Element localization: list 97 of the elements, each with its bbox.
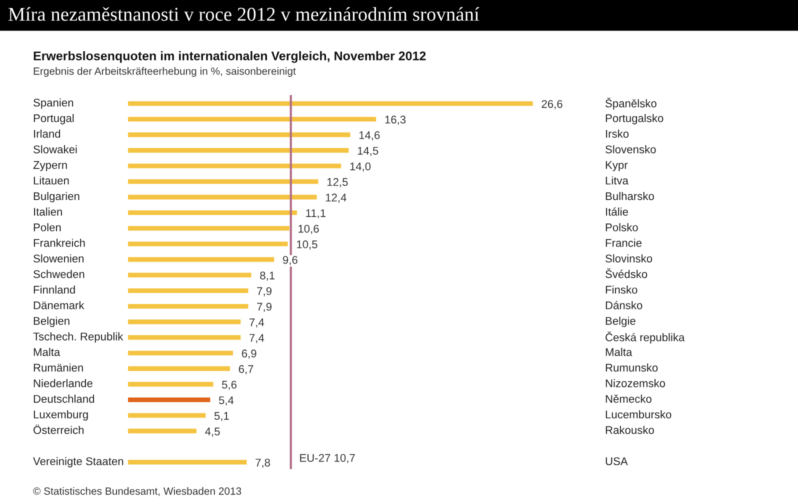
y2-tick-label: Francie — [606, 238, 642, 247]
y-tick-label: Luxemburg — [34, 410, 88, 421]
bar — [128, 335, 241, 340]
bar — [128, 179, 318, 184]
y-tick-label: Polen — [34, 223, 61, 232]
text: Ergebnis der Arbeitskräfteerhebung in %, saisonbereinigt — [34, 67, 296, 77]
bar — [128, 304, 248, 309]
y2-tick-label: Litva — [606, 176, 628, 185]
data-label: 6,7 — [238, 365, 254, 374]
ref-line-label: EU-27 10,7 — [300, 454, 355, 464]
bar — [128, 226, 290, 231]
data-label: 14,5 — [358, 146, 378, 156]
y-tick-label: Deutschland — [34, 394, 94, 403]
bar — [128, 382, 214, 387]
bar — [128, 132, 350, 138]
bar — [128, 257, 274, 262]
y2-tick-label: Malta — [606, 348, 632, 356]
y-tick-label: Rumänien — [34, 363, 83, 372]
y-tick-label: Frankreich — [34, 238, 85, 247]
y-tick-label: Tschech. Republik — [33, 332, 124, 343]
y-tick-label: Vereinigte Staaten — [33, 457, 124, 468]
y2-tick-label: Rumunsko — [606, 363, 658, 372]
chart-title: Míra nezaměstnanosti v roce 2012 v mezinárodním srovnání — [8, 7, 480, 21]
y2-tick-label: Lucembursko — [606, 410, 672, 418]
y2-tick-label: Portugalsko — [606, 114, 664, 124]
y2-tick-label: Slovensko — [606, 145, 656, 154]
y2-tick-label: Dánsko — [606, 300, 642, 310]
bar — [128, 350, 234, 356]
data-label: 11,1 — [306, 209, 326, 218]
y-tick-label: Niederlande — [34, 379, 92, 388]
y-tick-label: Österreich — [34, 424, 84, 434]
data-label: 5,4 — [218, 396, 234, 406]
y2-tick-label: Slovinsko — [606, 254, 652, 262]
text: © Statistisches Bundesamt, Wiesbaden 2013 — [33, 487, 242, 496]
data-label: 7,8 — [256, 458, 270, 468]
y2-tick-label: Německo — [606, 394, 652, 403]
data-label: 9,6 — [282, 256, 298, 266]
data-label: 14,6 — [359, 131, 380, 140]
bar — [128, 148, 349, 153]
y2-tick-label: Švédsko — [606, 268, 648, 278]
y-tick-label: Portugal — [34, 114, 74, 124]
bar — [128, 288, 248, 294]
y2-tick-label: Polsko — [606, 223, 638, 232]
y2-tick-label: Nizozemsko — [606, 379, 666, 388]
bar — [128, 210, 297, 216]
y2-tick-label: USA — [606, 457, 628, 466]
y2-tick-label: Finsko — [606, 286, 638, 294]
y-tick-label: Irland — [34, 130, 60, 138]
y2-tick-label: Rakousko — [606, 426, 654, 434]
y-tick-label: Zypern — [33, 161, 67, 172]
y-tick-label: Finnland — [34, 286, 75, 294]
bar — [128, 116, 376, 122]
chart-subtitle: Erwerbslosenquoten im internationalen Vergleich, November 2012 — [34, 51, 426, 63]
y2-tick-label: Itálie — [606, 207, 628, 216]
bar — [128, 194, 317, 200]
data-label: 7,9 — [257, 287, 272, 296]
y-tick-label: Dänemark — [34, 301, 84, 310]
y2-tick-label: Irsko — [606, 130, 629, 138]
data-label: 8,1 — [260, 272, 275, 281]
bar — [128, 164, 342, 168]
bar — [128, 428, 196, 434]
data-label: 26,6 — [542, 100, 562, 110]
data-label: 12,4 — [326, 194, 346, 203]
y-tick-label: Spanien — [34, 98, 74, 109]
y2-tick-label: Španělsko — [606, 98, 656, 110]
y2-tick-label: Česká republika — [606, 331, 685, 344]
bar — [128, 460, 247, 465]
data-label: 6,9 — [242, 350, 256, 359]
y-tick-label: Litauen — [34, 176, 69, 185]
y-tick-label: Slowenien — [34, 254, 84, 262]
y2-tick-label: Belgie — [606, 316, 636, 328]
y-tick-label: Slowakei — [34, 145, 77, 154]
bar — [128, 397, 210, 402]
y-tick-label: Belgien — [34, 316, 70, 328]
bar — [128, 413, 206, 418]
data-label: 16,3 — [385, 116, 406, 125]
y2-tick-label: Kypr — [606, 161, 628, 172]
y2-tick-label: Bulharsko — [606, 192, 654, 200]
data-label: 7,4 — [250, 318, 264, 328]
data-label: 7,9 — [257, 302, 272, 312]
y-tick-label: Malta — [34, 348, 60, 356]
y-tick-label: Italien — [34, 208, 62, 216]
y-tick-label: Bulgarien — [34, 192, 80, 202]
data-label: 5,1 — [214, 412, 229, 422]
data-label: 7,4 — [250, 334, 264, 344]
bar — [128, 272, 252, 278]
data-label: 14,0 — [350, 162, 371, 172]
data-label: 4,5 — [205, 428, 220, 437]
bar — [128, 242, 288, 246]
bar — [128, 320, 241, 324]
data-label: 5,6 — [222, 380, 237, 390]
data-label: 10,5 — [297, 240, 318, 250]
data-label: 12,5 — [327, 178, 348, 188]
data-label: 10,6 — [298, 224, 319, 234]
y-tick-label: Schweden — [34, 270, 84, 278]
bar — [128, 366, 230, 371]
bar — [128, 101, 533, 106]
